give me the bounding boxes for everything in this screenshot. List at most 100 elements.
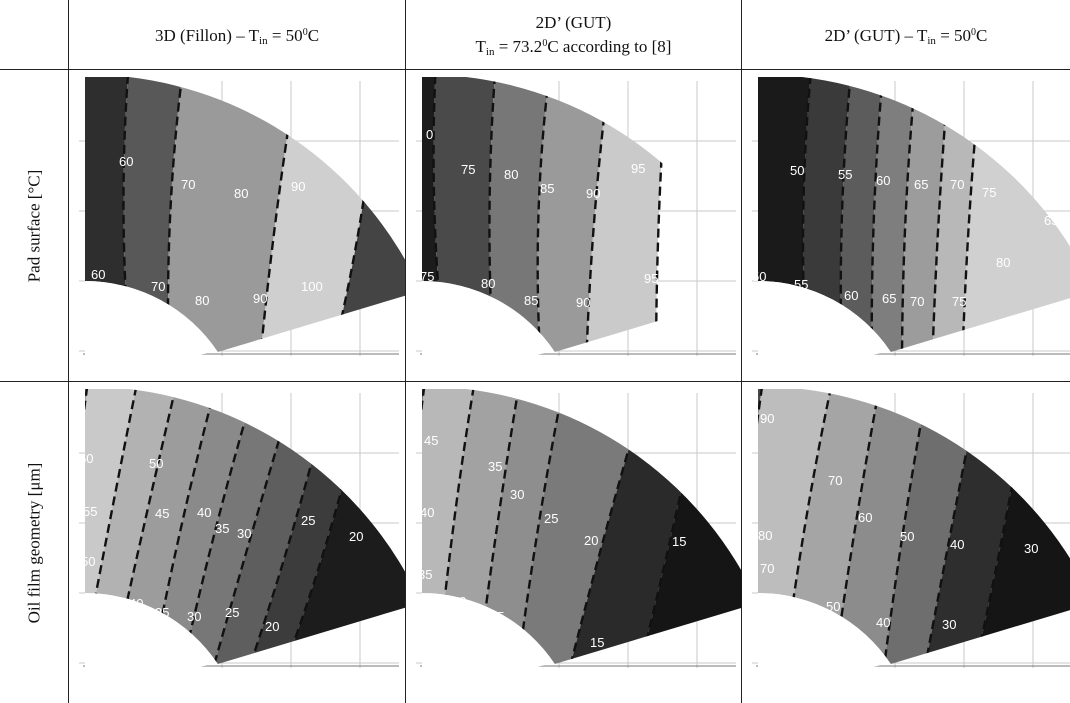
contour-band — [516, 389, 651, 664]
contour-band — [840, 77, 884, 352]
contour-label: 50 — [752, 269, 766, 284]
contour-plot: 50 55 60 65 70 75 50 55 60 65 70 75 80 65 — [752, 77, 1070, 371]
panel-pad-2d-gut-73: 0 75 80 85 90 95 75 80 85 90 95 — [406, 71, 742, 381]
contour-label: 30 — [452, 594, 466, 609]
contour-label: 50 — [790, 163, 804, 178]
panel-pad-3d-fillon: 60 70 80 90 60 70 80 90 100 — [69, 71, 405, 381]
contour-band — [489, 77, 551, 352]
column-header-3d-fillon: 3D (Fillon) – Tin = 500C — [154, 26, 320, 47]
contour-label: 90 — [253, 291, 267, 306]
contour-band — [476, 389, 566, 664]
contour-label: 70 — [828, 473, 842, 488]
contour-label: 0 — [426, 127, 433, 142]
isoline — [277, 389, 371, 664]
isoline — [930, 77, 952, 352]
isoline — [257, 77, 301, 352]
contour-label: 55 — [83, 504, 97, 519]
contour-labels: 60 50 55 45 40 35 30 25 20 50 45 40 35 30 25 20 — [79, 451, 363, 634]
panel-oil-2d-gut-50: 90 70 80 60 50 40 30 70 60 50 40 30 — [742, 383, 1070, 693]
contour-label: 95 — [631, 161, 645, 176]
column-header-2d-gut-50: 2D’ (GUT) – Tin = 500C — [824, 26, 988, 47]
contour-labels: 50 55 60 65 70 75 50 55 60 65 70 75 80 65 — [752, 163, 1058, 309]
contour-label: 20 — [349, 529, 363, 544]
isoline — [564, 389, 653, 664]
contour-label: 30 — [1024, 541, 1038, 556]
isoline — [536, 77, 553, 352]
isoline — [654, 77, 670, 352]
contour-label: 60 — [119, 154, 133, 169]
panel-pad-2d-gut-50: 50 55 60 65 70 75 50 55 60 65 70 75 80 65 — [742, 71, 1070, 381]
contour-label: 55 — [838, 167, 852, 182]
contour-label: 35 — [155, 605, 169, 620]
contour-label: 20 — [584, 533, 598, 548]
contour-band — [902, 77, 950, 352]
contour-label: 100 — [301, 279, 323, 294]
contour-label: 95 — [644, 271, 658, 286]
contour-bands — [85, 77, 405, 352]
contour-plot: 60 70 80 90 60 70 80 90 100 — [79, 77, 405, 371]
contour-label: 40 — [950, 537, 964, 552]
contour-label: 50 — [149, 456, 163, 471]
isoline — [242, 389, 336, 664]
contour-label: 40 — [197, 505, 211, 520]
isoline — [207, 389, 301, 664]
col-divider-2 — [405, 0, 406, 703]
contour-label: 20 — [518, 633, 532, 648]
contour-label: 90 — [586, 186, 600, 201]
contour-label: 25 — [301, 513, 315, 528]
contour-band — [329, 77, 405, 352]
contour-label: 70 — [760, 561, 774, 576]
isoline — [177, 389, 261, 664]
contour-label: 25 — [225, 605, 239, 620]
isoline — [107, 389, 181, 664]
contour-label: 55 — [794, 277, 808, 292]
contour-label: 50 — [826, 599, 840, 614]
contour-label: 30 — [187, 609, 201, 624]
isoline — [634, 389, 708, 664]
contour-label: 70 — [151, 279, 165, 294]
contour-band — [179, 389, 299, 664]
contour-label: 90 — [760, 411, 774, 426]
column-header-2d-gut-73: 2D’ (GUT) Tin = 73.20C according to [8] — [475, 12, 672, 58]
contour-band — [85, 389, 139, 664]
contour-label: 35 — [418, 567, 432, 582]
contour-label: 50 — [81, 554, 95, 569]
contour-band — [586, 77, 668, 352]
contour-label: 45 — [424, 433, 438, 448]
contour-label: 75 — [982, 185, 996, 200]
panel-oil-3d-fillon: 60 50 55 45 40 35 30 25 20 50 45 40 35 30 25 20 — [69, 383, 405, 693]
contour-label: 65 — [914, 177, 928, 192]
contour-label: 70 — [950, 177, 964, 192]
contour-label: 80 — [481, 276, 495, 291]
contour-band — [871, 77, 917, 352]
contour-label: 60 — [91, 267, 105, 282]
panel-oil-2d-gut-73: 45 35 40 30 25 20 15 35 30 25 20 15 — [406, 383, 742, 693]
contour-label: 20 — [265, 619, 279, 634]
contour-label: 25 — [490, 609, 504, 624]
contour-label: 60 — [858, 510, 872, 525]
contour-labels: 0 75 80 85 90 95 75 80 85 90 95 — [420, 127, 658, 310]
contour-band — [149, 389, 259, 664]
contour-label: 40 — [420, 505, 434, 520]
contour-bands — [422, 77, 668, 352]
contour-label: 65 — [882, 291, 896, 306]
contour-plot: 90 70 80 60 50 40 30 70 60 50 40 30 — [752, 389, 1070, 683]
col-divider-3 — [741, 0, 742, 703]
contour-band — [422, 389, 476, 664]
contour-plot: 0 75 80 85 90 95 75 80 85 90 95 — [416, 77, 736, 371]
isoline — [880, 389, 932, 664]
contour-label: 30 — [510, 487, 524, 502]
contour-label: 45 — [91, 596, 105, 611]
row-rule — [0, 381, 1070, 382]
contour-label: 60 — [844, 288, 858, 303]
isoline — [920, 389, 984, 664]
contour-label: 50 — [900, 529, 914, 544]
row-header-oil-film: Oil film geometry [μm] — [24, 462, 44, 623]
isoline — [147, 389, 221, 664]
contour-label: 85 — [524, 293, 538, 308]
isoline — [900, 77, 919, 352]
contour-band — [832, 389, 930, 664]
contour-plot: 45 35 40 30 25 20 15 35 30 25 20 15 — [416, 389, 742, 683]
contour-label: 80 — [758, 528, 772, 543]
contour-band — [882, 389, 982, 664]
